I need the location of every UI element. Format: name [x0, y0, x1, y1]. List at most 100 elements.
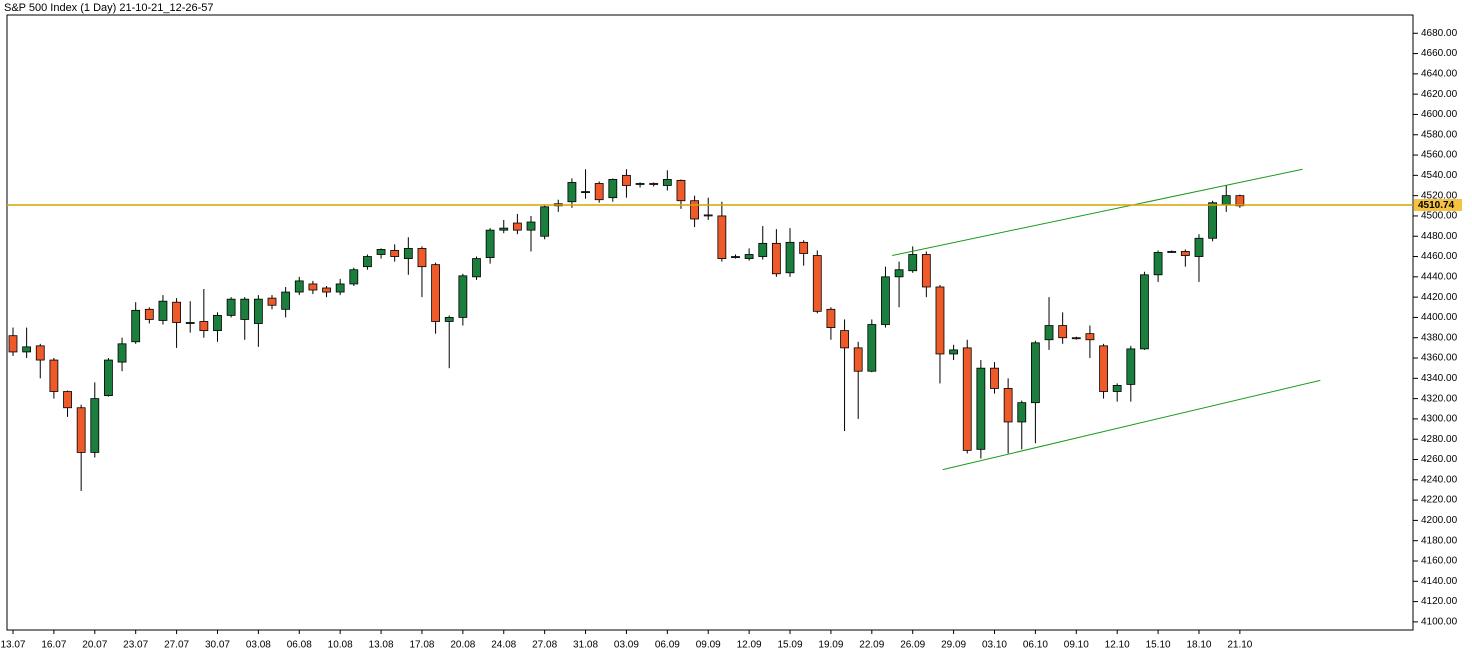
y-tick-label: 4480.00: [1421, 231, 1458, 242]
candle-body: [8, 335, 18, 353]
candle-body: [485, 229, 495, 258]
candle-body: [867, 324, 877, 372]
y-tick-label: 4660.00: [1421, 48, 1458, 59]
y-tick-label: 4360.00: [1421, 353, 1458, 364]
candle-body: [785, 241, 795, 274]
candle-body: [567, 182, 577, 203]
candle-body: [1003, 388, 1013, 423]
candle-body: [744, 254, 754, 259]
candle-body: [649, 183, 659, 185]
candle-body: [935, 286, 945, 355]
y-tick-label: 4560.00: [1421, 150, 1458, 161]
x-tick-label: 03.09: [614, 640, 639, 651]
y-tick-label: 4300.00: [1421, 414, 1458, 425]
candle-body: [908, 254, 918, 272]
candle-body: [662, 179, 672, 186]
candle-body: [608, 179, 618, 199]
candle-body: [226, 298, 236, 316]
candle-body: [1085, 333, 1095, 341]
trend-line: [942, 379, 1321, 471]
y-tick-label: 4540.00: [1421, 170, 1458, 181]
candle-body: [117, 343, 127, 363]
candle-body: [363, 256, 372, 268]
x-tick-label: 12.10: [1105, 640, 1130, 651]
x-tick-label: 12.09: [737, 640, 762, 651]
x-tick-label: 06.10: [1023, 640, 1048, 651]
trend-line: [892, 168, 1303, 257]
x-tick-label: 29.09: [941, 640, 966, 651]
candle-body: [172, 301, 181, 323]
x-tick-label: 15.10: [1146, 640, 1171, 651]
candle-body: [131, 309, 141, 343]
y-tick-label: 4440.00: [1421, 271, 1458, 282]
candle-body: [144, 308, 154, 320]
y-tick-label: 4620.00: [1421, 89, 1458, 100]
candle-body: [1208, 202, 1218, 239]
x-tick-label: 13.08: [369, 640, 394, 651]
y-tick-label: 4280.00: [1421, 434, 1458, 445]
y-tick-label: 4100.00: [1421, 617, 1458, 628]
x-tick-label: 24.08: [491, 640, 516, 651]
candle-body: [512, 222, 522, 231]
candle-body: [185, 322, 195, 324]
y-tick-label: 4140.00: [1421, 576, 1458, 587]
candle-body: [1167, 251, 1177, 253]
x-tick-label: 18.10: [1186, 640, 1211, 651]
candle-body: [104, 359, 113, 396]
candle-body: [812, 255, 822, 312]
y-tick-label: 4380.00: [1421, 332, 1458, 343]
candle-body: [635, 183, 645, 185]
candle-body: [376, 249, 386, 255]
candle-body: [308, 283, 318, 291]
y-tick-label: 4600.00: [1421, 109, 1458, 120]
candle-body: [458, 275, 468, 318]
x-tick-label: 16.07: [41, 640, 66, 651]
candle-body: [853, 347, 863, 372]
y-tick-label: 4220.00: [1421, 495, 1458, 506]
candle-body: [1071, 337, 1081, 340]
y-tick-label: 4680.00: [1421, 28, 1458, 39]
candle-body: [594, 183, 604, 201]
candle-body: [581, 191, 590, 193]
candle-body: [1126, 348, 1136, 385]
y-tick-label: 4420.00: [1421, 292, 1458, 303]
candle-body: [335, 283, 345, 293]
y-tick-label: 4460.00: [1421, 251, 1458, 262]
x-tick-label: 27.08: [532, 640, 557, 651]
x-tick-label: 22.09: [859, 640, 884, 651]
y-tick-label: 4520.00: [1421, 190, 1458, 201]
candle-body: [758, 242, 768, 257]
y-tick-label: 4640.00: [1421, 69, 1458, 80]
y-tick-label: 4340.00: [1421, 373, 1458, 384]
candle-body: [799, 241, 809, 254]
y-tick-label: 4120.00: [1421, 596, 1458, 607]
x-tick-label: 06.08: [287, 640, 312, 651]
candle-body: [1221, 195, 1231, 206]
candle-body: [771, 242, 781, 275]
candle-body: [717, 215, 727, 259]
candle-body: [431, 264, 440, 322]
candle-body: [703, 214, 713, 217]
candle-body: [281, 291, 291, 310]
candle-body: [540, 206, 550, 237]
candle-body: [949, 349, 959, 355]
x-tick-label: 26.09: [900, 640, 925, 651]
x-tick-label: 09.09: [696, 640, 721, 651]
x-tick-label: 13.07: [0, 640, 25, 651]
x-tick-label: 09.10: [1064, 640, 1089, 651]
candle-body: [1099, 345, 1108, 392]
y-tick-label: 4400.00: [1421, 312, 1458, 323]
candle-body: [417, 248, 427, 268]
x-tick-label: 06.09: [655, 640, 680, 651]
candle-body: [1112, 385, 1122, 392]
candle-body: [1017, 402, 1027, 423]
candle-body: [499, 227, 509, 231]
candle-body: [1140, 274, 1149, 350]
y-tick-label: 4200.00: [1421, 515, 1458, 526]
candle-body: [1180, 251, 1190, 256]
candle-body: [403, 248, 413, 259]
x-tick-label: 23.07: [123, 640, 148, 651]
candle-body: [1235, 195, 1245, 207]
candle-body: [690, 200, 699, 220]
